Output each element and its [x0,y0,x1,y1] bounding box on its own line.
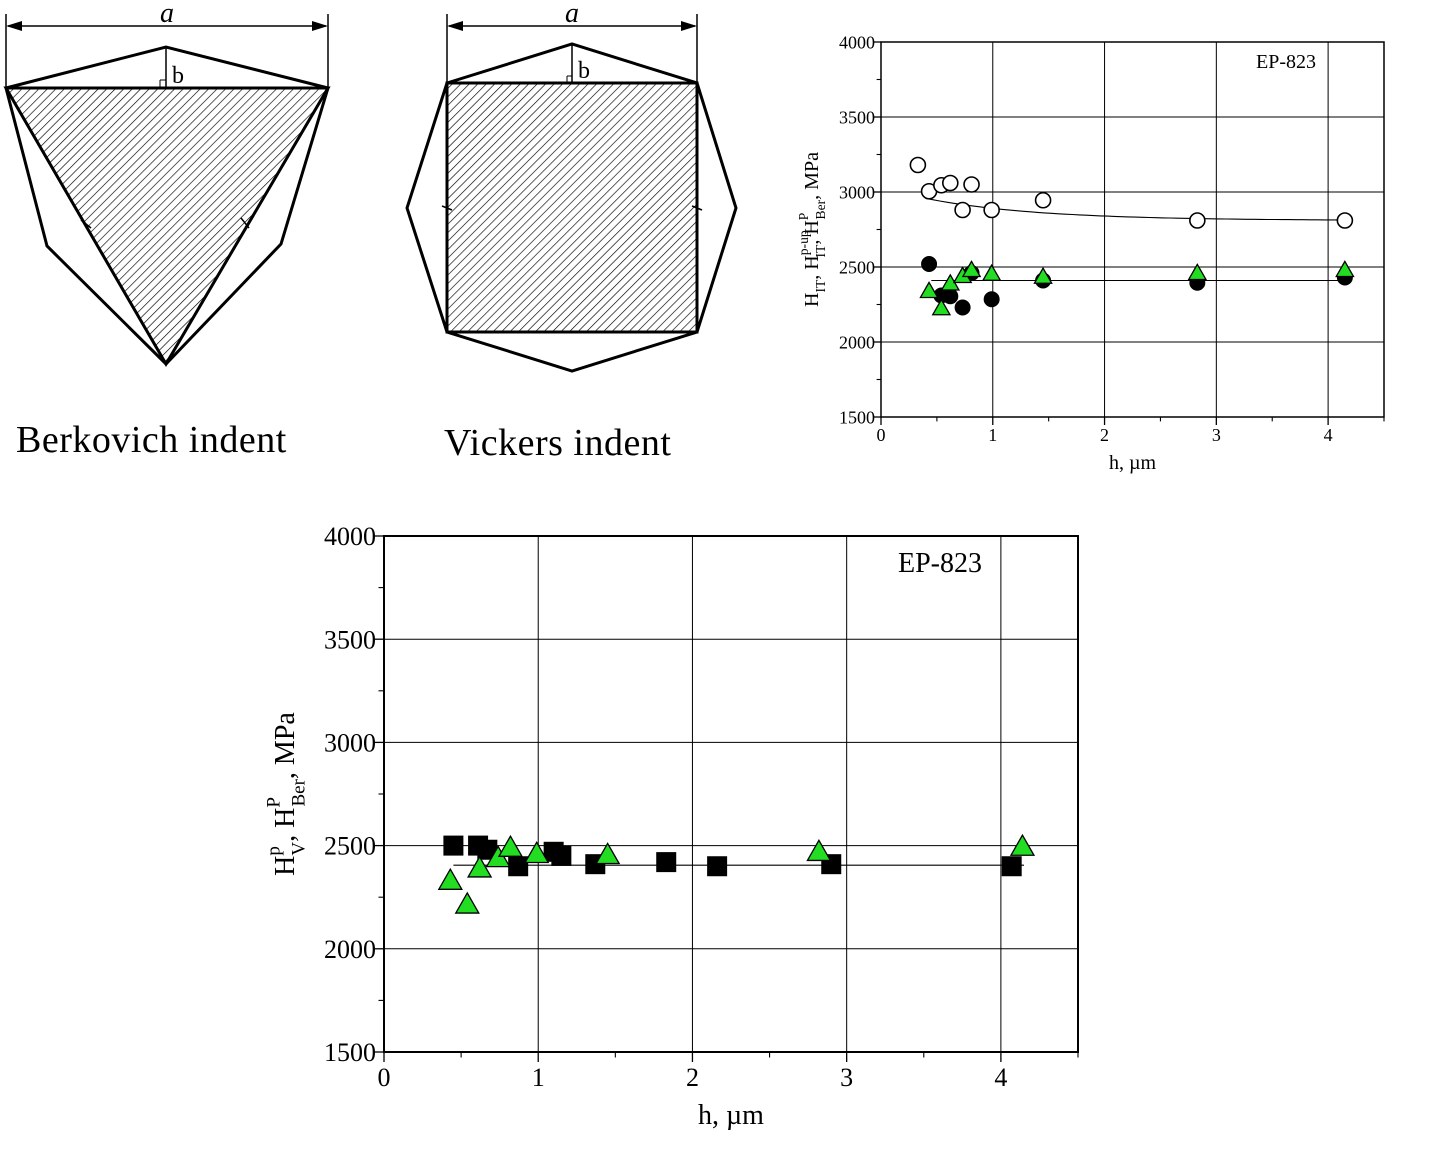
berkovich-caption: Berkovich indent [16,419,287,461]
data-point-triangle [1033,266,1053,284]
data-point-triangle [497,834,524,857]
data-point-open-circle [1189,212,1206,229]
y-label-sub: Ber [813,199,828,219]
dimension-line-a [5,14,329,88]
y-tick-label: 3500 [839,107,875,127]
data-point-square [443,835,464,856]
x-tick-label: 3 [840,1063,853,1092]
y-label-sup: P [796,212,811,220]
data-point-square [477,839,498,860]
y-label-unit: , MPa [801,152,823,200]
y-label-base: , H [801,255,823,279]
dimension-label-a: a [565,0,579,29]
y-tick-label: 2000 [324,935,376,964]
x-tick-label: 1 [988,425,997,445]
dimension-line-a [446,14,698,82]
y-tick-label: 1500 [324,1038,376,1067]
y-tick-label: 1500 [839,407,875,427]
y-label-sup: P [264,797,285,808]
x-tick-label: 4 [1324,425,1333,445]
plot-frame [880,41,1385,418]
y-label-sup: p [264,846,285,856]
data-point-open-circle [1336,212,1354,229]
berkovich-diagram: a b [3,0,331,367]
x-tick-label: 1 [532,1063,545,1092]
y-tick-label: 4000 [839,32,875,52]
vickers-caption: Vickers indent [444,422,672,464]
berkovich-indent-hatched [3,86,331,367]
data-point-triangle [1335,260,1355,278]
data-point-triangle [437,867,463,890]
y-label-base: , H [270,808,301,842]
chart-hardness-v: 0 1 2 3 4 1500 2000 2500 3000 3500 4000 EP-823 h, µm… [264,522,1079,1131]
x-tick-label: 4 [994,1063,1007,1092]
y-tick-label: 3500 [324,625,376,654]
vickers-indent-hatched [445,81,699,334]
y-tick-label: 3000 [839,182,875,202]
y-label-sub: V [288,842,309,856]
chart-hardness-it: 0 1 2 3 4 1500 2000 2500 3000 3500 4000 EP-823 h, µm… [796,32,1385,474]
chart-annotation: EP-823 [1256,51,1316,73]
data-point-filled-circle [921,256,938,272]
data-point-triangle [595,842,621,865]
x-tick-label: 2 [686,1063,699,1092]
data-point-triangle [524,841,550,864]
plot-frame [383,535,1079,1053]
y-label-sub: IT [813,244,828,258]
apothem-label-b: b [172,63,184,89]
data-point-open-circle [963,176,980,193]
dimension-label-a: a [160,0,174,29]
y-tick-label: 3000 [324,729,376,758]
data-point-square [656,852,677,873]
y-label-sub: IT [813,279,828,293]
x-axis-label: h, µm [698,1100,764,1131]
data-point-triangle [981,263,1002,281]
data-point-square [508,856,529,877]
data-point-open-circle [909,156,927,174]
data-point-square [707,856,728,877]
y-label-sup: p-up [796,230,811,255]
chart-annotation: EP-823 [898,548,982,579]
data-point-filled-circle [942,288,959,305]
data-point-triangle [1187,263,1208,281]
data-point-square [551,845,572,866]
data-point-triangle [1009,833,1036,856]
data-point-triangle [931,298,952,316]
data-point-open-circle [1034,191,1052,209]
vickers-diagram: a b [405,0,738,373]
data-point-open-circle [954,201,971,219]
y-label-base: H [270,856,301,876]
x-axis-label: h, µm [1109,452,1157,474]
x-tick-label: 0 [378,1063,391,1092]
data-point-triangle [454,891,480,914]
x-tick-label: 2 [1100,425,1109,445]
y-label-sub: Ber [288,778,309,806]
data-point-triangle [806,838,832,862]
y-label-base: H [801,293,823,307]
y-tick-label: 2500 [839,257,875,277]
y-label-base: , H [801,220,823,244]
data-point-triangle [919,281,939,299]
vickers-outer-contour [405,42,738,373]
apothem-label-b: b [578,58,590,84]
data-point-open-circle [942,174,959,192]
x-tick-label: 3 [1212,425,1221,445]
data-point-open-circle [983,201,1000,219]
data-point-filled-circle [954,299,971,316]
y-tick-label: 2000 [839,332,875,352]
data-point-triangle [466,855,493,878]
data-point-filled-circle [983,291,1000,308]
y-tick-label: 4000 [324,522,376,551]
x-tick-label: 0 [877,425,886,445]
y-tick-label: 2500 [324,832,376,861]
data-point-square [1001,856,1022,877]
data-point-triangle [961,260,982,278]
y-label-unit: , MPa [270,712,301,779]
